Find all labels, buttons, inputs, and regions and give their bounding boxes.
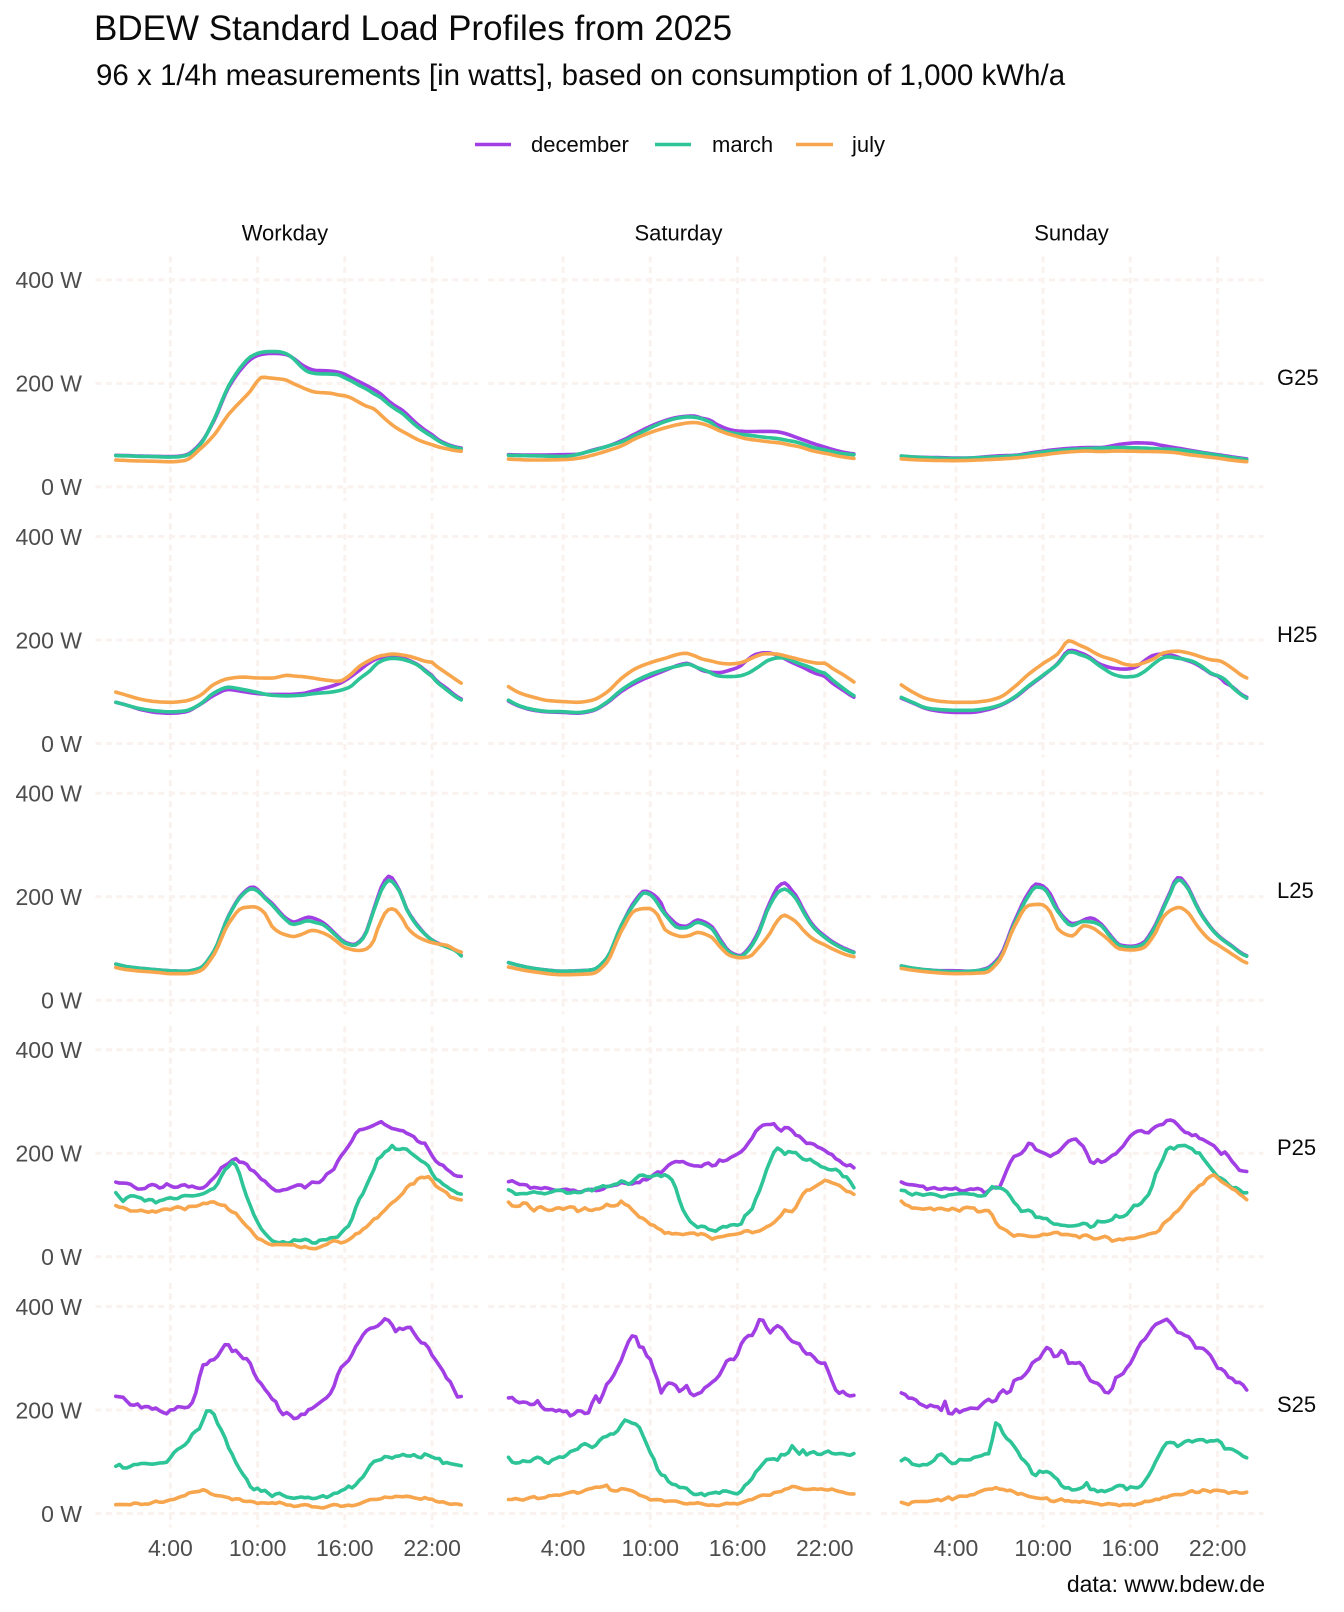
svg-text:4:00: 4:00 <box>148 1535 193 1561</box>
svg-text:0 W: 0 W <box>41 1501 82 1527</box>
svg-text:400 W: 400 W <box>16 781 83 807</box>
svg-text:H25: H25 <box>1277 622 1317 647</box>
svg-text:16:00: 16:00 <box>709 1535 767 1561</box>
svg-text:4:00: 4:00 <box>541 1535 586 1561</box>
svg-text:Saturday: Saturday <box>634 221 722 246</box>
svg-text:200 W: 200 W <box>16 627 83 653</box>
svg-text:Sunday: Sunday <box>1034 221 1109 246</box>
svg-text:Workday: Workday <box>242 221 328 246</box>
svg-text:S25: S25 <box>1277 1392 1316 1417</box>
svg-text:0 W: 0 W <box>41 988 82 1014</box>
svg-text:400 W: 400 W <box>16 1037 83 1063</box>
svg-text:G25: G25 <box>1277 365 1319 390</box>
svg-text:0 W: 0 W <box>41 731 82 757</box>
svg-text:200 W: 200 W <box>16 371 83 397</box>
svg-text:200 W: 200 W <box>16 884 83 910</box>
svg-text:22:00: 22:00 <box>403 1535 461 1561</box>
svg-text:16:00: 16:00 <box>1102 1535 1160 1561</box>
svg-text:10:00: 10:00 <box>229 1535 287 1561</box>
svg-text:200 W: 200 W <box>16 1141 83 1167</box>
svg-text:march: march <box>712 132 773 157</box>
svg-text:P25: P25 <box>1277 1135 1316 1160</box>
svg-text:200 W: 200 W <box>16 1397 83 1423</box>
svg-text:BDEW Standard Load Profiles fr: BDEW Standard Load Profiles from 2025 <box>94 9 732 48</box>
svg-text:400 W: 400 W <box>16 524 83 550</box>
svg-text:data: www.bdew.de: data: www.bdew.de <box>1067 1571 1265 1597</box>
svg-text:december: december <box>531 132 629 157</box>
svg-text:10:00: 10:00 <box>1014 1535 1072 1561</box>
svg-text:4:00: 4:00 <box>934 1535 979 1561</box>
svg-text:0 W: 0 W <box>41 474 82 500</box>
svg-text:16:00: 16:00 <box>316 1535 374 1561</box>
svg-text:0 W: 0 W <box>41 1244 82 1270</box>
svg-text:96 x 1/4h measurements [in wat: 96 x 1/4h measurements [in watts], based… <box>96 59 1066 92</box>
svg-text:L25: L25 <box>1277 878 1314 903</box>
svg-text:july: july <box>851 132 885 157</box>
svg-text:10:00: 10:00 <box>622 1535 680 1561</box>
svg-text:400 W: 400 W <box>16 267 83 293</box>
svg-text:22:00: 22:00 <box>796 1535 854 1561</box>
svg-text:22:00: 22:00 <box>1189 1535 1247 1561</box>
svg-text:400 W: 400 W <box>16 1294 83 1320</box>
